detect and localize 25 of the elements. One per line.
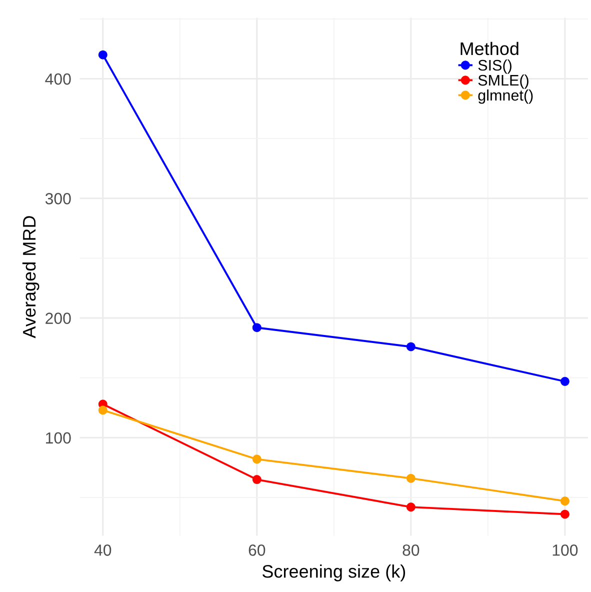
x-tick-label: 100 (552, 544, 578, 556)
legend-label: SIS() (478, 59, 512, 74)
y-tick-label: 200 (46, 312, 71, 324)
x-axis-title: Screening size (k) (262, 564, 406, 582)
point (560, 376, 570, 386)
y-axis-title: Averaged MRD (22, 216, 40, 338)
legend-label: SMLE() (478, 74, 528, 89)
y-tick-label: 300 (45, 193, 71, 204)
y-tick-label: 400 (45, 73, 71, 85)
point (98, 406, 108, 415)
point (560, 510, 570, 519)
y-tick-label: 100 (46, 432, 71, 444)
x-tick-label: 60 (248, 544, 266, 556)
point (252, 454, 262, 464)
point (252, 475, 262, 484)
x-tick-label: 80 (402, 544, 420, 556)
legend-label: glmnet() (478, 89, 533, 104)
point (98, 50, 108, 60)
point (560, 496, 570, 506)
point (406, 502, 416, 512)
point (406, 342, 416, 352)
point (252, 323, 262, 332)
x-tick-label: 40 (94, 544, 112, 556)
point (406, 474, 416, 483)
legend-title: Method (460, 42, 518, 56)
